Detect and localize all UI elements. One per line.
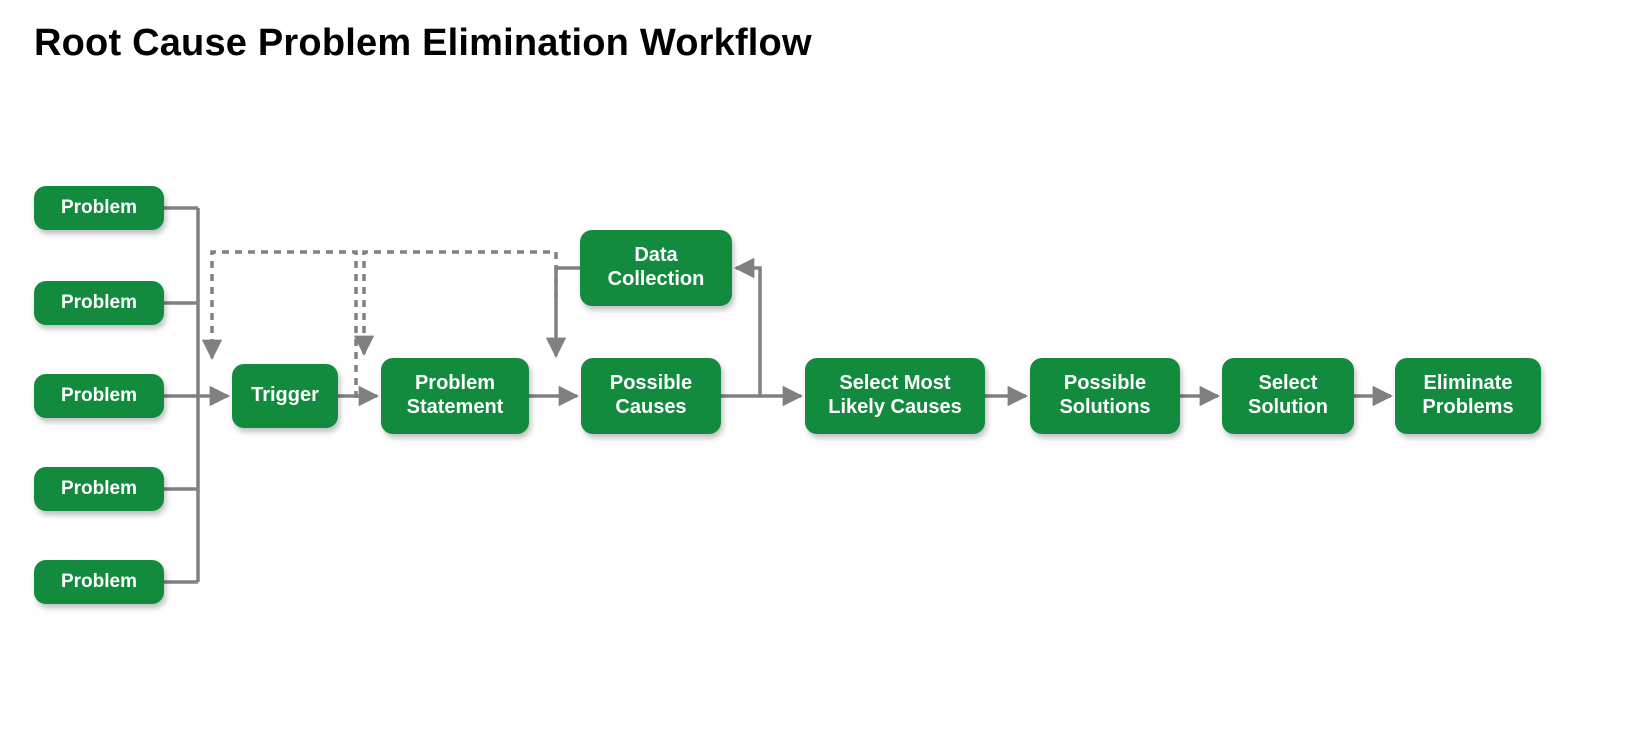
node-p5: Problem — [34, 560, 164, 604]
node-data: DataCollection — [580, 230, 732, 306]
edge-e-fb-stmt — [364, 252, 556, 354]
node-selsol: SelectSolution — [1222, 358, 1354, 434]
page-title: Root Cause Problem Elimination Workflow — [34, 22, 812, 65]
edge-e-select-data — [736, 268, 760, 396]
node-trigger: Trigger — [232, 364, 338, 428]
node-p1: Problem — [34, 186, 164, 230]
node-p3: Problem — [34, 374, 164, 418]
node-statement: ProblemStatement — [381, 358, 529, 434]
workflow-diagram: Root Cause Problem Elimination Workflow … — [0, 0, 1642, 752]
node-p2: Problem — [34, 281, 164, 325]
node-p4: Problem — [34, 467, 164, 511]
node-select: Select MostLikely Causes — [805, 358, 985, 434]
node-causes: PossibleCauses — [581, 358, 721, 434]
node-eliminate: EliminateProblems — [1395, 358, 1541, 434]
node-solutions: PossibleSolutions — [1030, 358, 1180, 434]
